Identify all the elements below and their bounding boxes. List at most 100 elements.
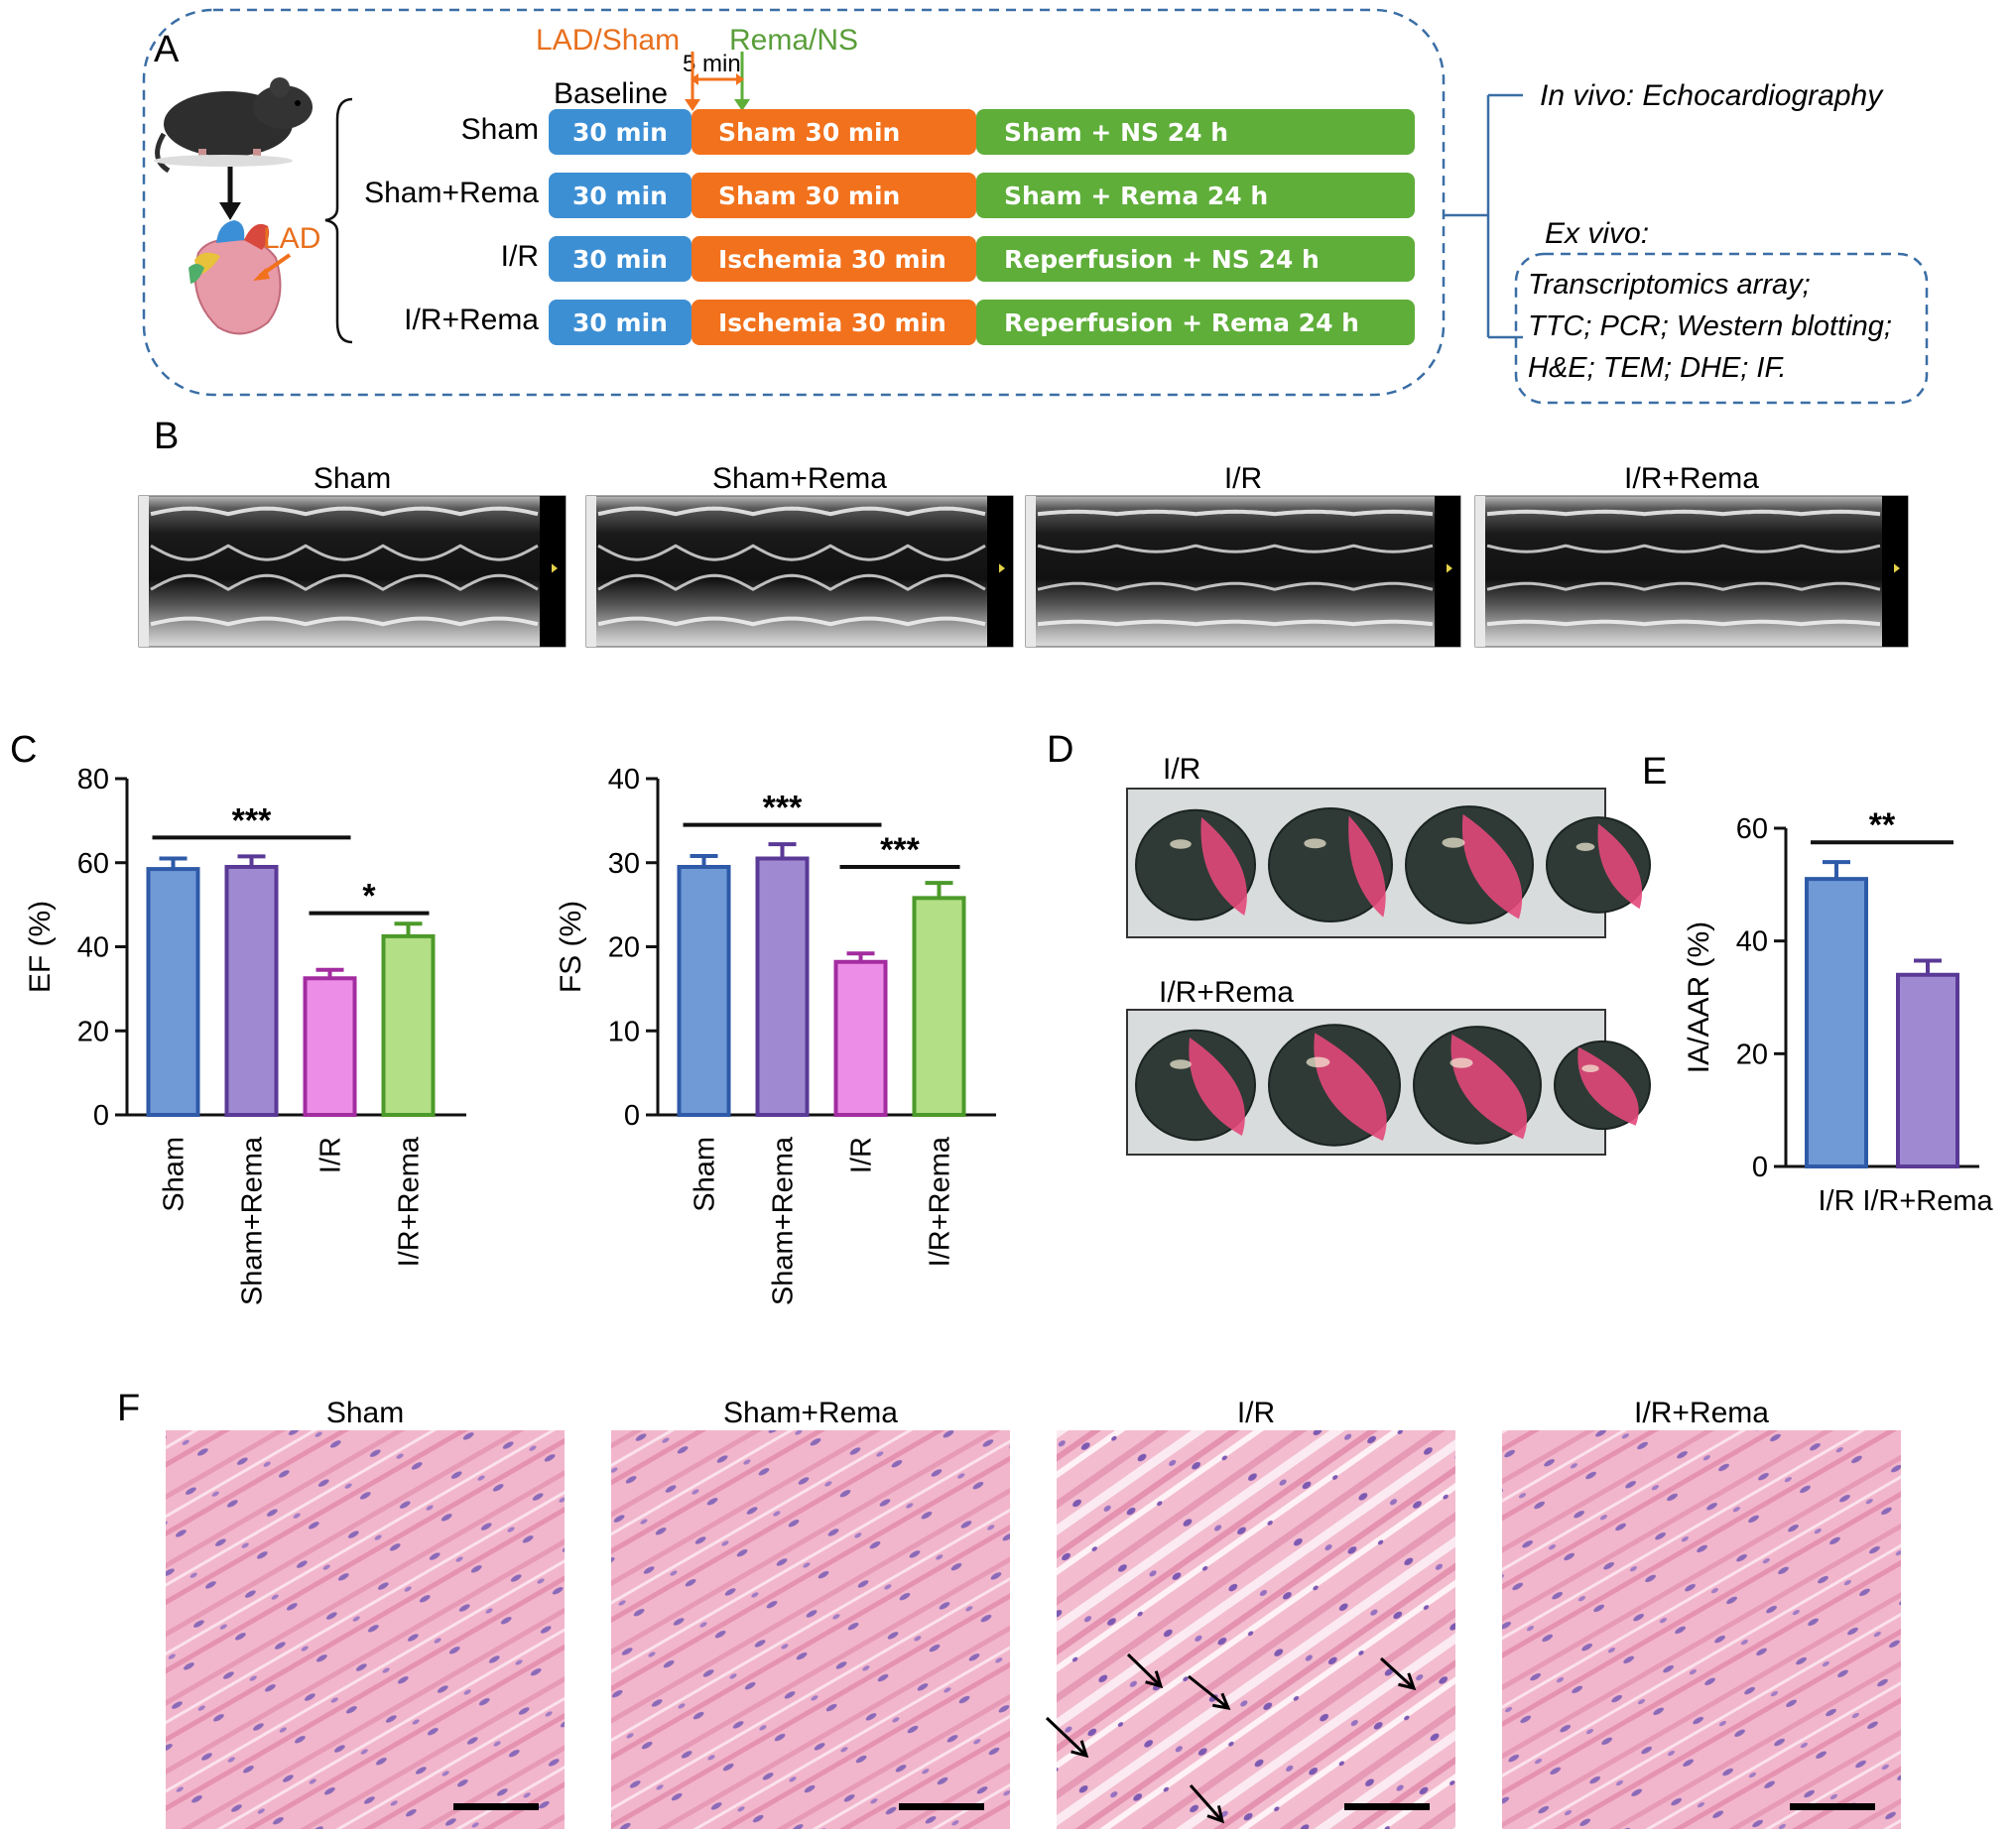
stage3-bar [976,109,1415,155]
stage3-bar-label: Reperfusion + NS 24 h [1004,245,1320,274]
ex-vivo-dashed-box [1514,252,1929,405]
viable-tissue [1597,823,1643,910]
ex-vivo-item: TTC; PCR; Western blotting; [1528,310,1892,342]
slice-highlight [1581,1064,1599,1073]
significance-label: *** [232,801,272,839]
echo-trace [1037,619,1434,627]
down-arrow-icon [219,167,241,220]
group-brace [324,97,353,344]
echo-trace [1037,509,1434,517]
lad-label: LAD [263,222,320,255]
scale-bar [1790,1803,1875,1810]
panel-c-letter: C [10,729,37,771]
bar [224,864,279,1117]
timeline-row-label: I/R [501,240,539,273]
stage2-bar-label: Ischemia 30 min [718,308,946,337]
x-tick-label: Sham [159,1137,190,1212]
ttc-slices-ir-rema [1135,1024,1651,1147]
echo-trace [597,573,986,591]
x-tick-label: Sham+Rema [768,1136,800,1305]
rema-ns-label: Rema/NS [729,24,858,57]
y-axis-label: IA/AAR (%) [1683,921,1715,1073]
y-tick-label: 80 [77,764,109,796]
echo-image [585,495,1014,648]
stage3-bar [976,236,1415,282]
echo-trace [150,544,539,561]
stage3-bar [976,173,1415,218]
bar [912,896,966,1117]
echo-trace [1037,581,1434,591]
slice-highlight [1304,838,1326,849]
baseline-bar-label: 30 min [572,245,668,274]
he-image [1057,1430,1455,1829]
arrow-icon [1379,1656,1416,1690]
scale-bar [453,1803,539,1810]
stage2-bar [692,109,976,155]
ex-vivo-item: H&E; TEM; DHE; IF. [1528,352,1787,384]
heart-icon [189,220,282,335]
x-tick-label: Sham [690,1137,721,1212]
slice-highlight [1575,842,1595,851]
ttc-label-ir-rema: I/R+Rema [1159,976,1294,1009]
slice-highlight [1170,1059,1192,1069]
echo-trace [150,616,539,627]
echo-trace [597,506,986,517]
y-tick-label: 0 [93,1100,109,1132]
ia-aar-chart: 0 20 40 60 IA/AAR (%) I/R I/R+Rema ** [1683,806,1994,1217]
echo-trace [150,573,539,591]
he-title: I/R+Rema [1634,1397,1769,1429]
scale-bar [899,1803,984,1810]
ef-chart: 0 20 40 60 80 EF (%) Sham Sham+Rema I/R I/R+Rema *… [24,764,466,1305]
x-tick-label: I/R+Rema [925,1136,956,1267]
baseline-bar [549,109,692,155]
y-tick-label: 60 [1736,813,1768,845]
timeline-row-label: I/R+Rema [404,304,539,336]
baseline-bar-label: 30 min [572,118,668,147]
timeline-arrows [685,52,750,111]
bar [833,959,888,1117]
timeline-row-label: Sham+Rema [364,177,539,209]
x-tick-label: I/R [846,1137,878,1173]
panel-d: D I/R I/R+Rema [1047,729,1651,1156]
baseline-bar [549,173,692,218]
significance-label: *** [763,790,803,827]
stage2-bar-label: Sham 30 min [718,118,900,147]
slice-highlight [1449,1057,1473,1068]
timeline-row-label: Sham [461,113,539,146]
outcome-bracket [1444,93,1523,339]
echo-trace [150,506,539,517]
echo-image [1474,495,1909,648]
he-title: Sham [326,1397,404,1429]
bar [146,867,200,1118]
y-axis-label: FS (%) [555,901,587,993]
panel-b-letter: B [154,416,179,457]
echo-title: Sham [314,462,391,495]
y-tick-label: 20 [1736,1039,1768,1070]
y-tick-label: 60 [77,848,109,880]
stage3-bar-label: Sham + Rema 24 h [1004,182,1268,210]
echo-trace [1486,509,1881,517]
bar [755,856,810,1117]
echo-marker-icon [999,563,1005,573]
arrow-icon [1188,1674,1229,1710]
echo-left-strip [139,496,149,647]
baseline-bar-label: 30 min [572,308,668,337]
panel-f: F Sham Sham+Rema I/R I/R+Rema [117,1388,1901,1829]
arrow-head [1211,1692,1231,1710]
x-tick-label: I/R+Rema [1862,1185,1993,1217]
echo-trace [1486,619,1881,627]
echo-title: I/R [1224,462,1262,495]
significance-label: ** [1869,806,1896,844]
echo-title: I/R+Rema [1624,462,1759,495]
echo-marker-icon [1894,563,1900,573]
he-image [1502,1430,1901,1829]
echo-marker-icon [552,563,558,573]
panel-f-letter: F [117,1388,140,1429]
arrow-icon [1189,1784,1224,1822]
x-tick-label: I/R+Rema [394,1136,426,1267]
echo-title: Sham+Rema [712,462,887,495]
slice-highlight [1306,1056,1330,1068]
y-tick-label: 0 [624,1100,640,1132]
echo-left-strip [1475,496,1485,647]
fs-chart: 0 10 20 30 40 FS (%) Sham Sham+Rema I/R I/R+Rema *… [555,764,996,1305]
